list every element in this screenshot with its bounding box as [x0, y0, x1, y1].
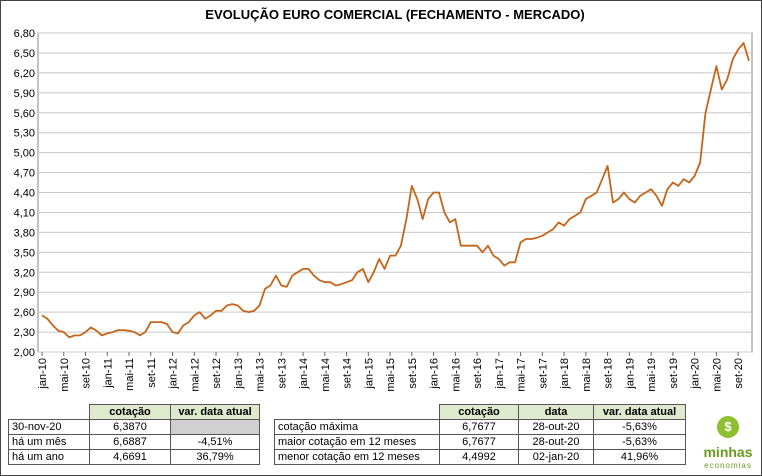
y-tick-label: 4,70	[14, 168, 35, 180]
y-tick-label: 2,60	[14, 307, 35, 319]
logo-tagline: economias	[704, 461, 752, 470]
table-cell: maior cotação em 12 meses	[274, 434, 440, 450]
empty-cell	[170, 419, 260, 435]
table-cell: -4,51%	[170, 434, 260, 450]
x-tick-label: mai-18	[581, 358, 593, 392]
y-tick-label: 6,50	[14, 48, 35, 60]
header-cell: cotação	[89, 404, 171, 420]
x-tick-label: jan-16	[429, 358, 441, 390]
table-cell: 6,3870	[89, 419, 171, 435]
table-row: há um ano 4,6691 36,79%	[8, 449, 260, 465]
x-tick-label: set-19	[668, 358, 680, 389]
x-tick-label: set-18	[603, 358, 615, 389]
x-tick-label: set-12	[211, 358, 223, 389]
x-tick-label: set-15	[407, 358, 419, 389]
header-cell: data	[518, 404, 594, 420]
x-tick-label: mai-10	[59, 358, 71, 392]
x-tick-label: set-13	[276, 358, 288, 389]
y-tick-label: 4,40	[14, 188, 35, 200]
x-tick-label: jan-17	[494, 358, 506, 390]
y-tick-label: 5,90	[14, 88, 35, 100]
x-tick-label: jan-18	[559, 358, 571, 390]
y-tick-label: 3,80	[14, 227, 35, 239]
x-tick-label: jan-15	[363, 358, 375, 390]
table-cell: -5,63%	[593, 434, 686, 450]
table-cell: 4,6691	[89, 449, 171, 465]
x-tick-label: mai-11	[124, 358, 136, 391]
y-tick-label: 6,80	[14, 28, 35, 40]
x-tick-label: jan-12	[168, 358, 180, 390]
x-tick-label: mai-16	[450, 358, 462, 392]
table-cell: há um mês	[8, 434, 90, 450]
header-row: cotação data var. data atual	[274, 404, 686, 420]
header-cell: var. data atual	[170, 404, 260, 420]
y-tick-label: 2,00	[14, 347, 35, 359]
y-tick-label: 5,00	[14, 148, 35, 160]
table-cell: 36,79%	[170, 449, 260, 465]
table-cell: 02-jan-20	[518, 449, 594, 465]
y-tick-label: 2,90	[14, 287, 35, 299]
table-cell: 30-nov-20	[8, 419, 90, 435]
table-cell: -5,63%	[593, 419, 686, 435]
table-cell: 28-out-20	[518, 434, 594, 450]
x-tick-label: jan-11	[102, 358, 114, 389]
y-tick-label: 4,10	[14, 207, 35, 219]
data-table: cotação var. data atual 30-nov-20 6,3870 há …	[8, 404, 260, 465]
x-tick-label: set-20	[733, 358, 745, 389]
y-tick-label: 5,60	[14, 108, 35, 120]
header-cell: cotação	[439, 404, 519, 420]
table-cell: 4,4992	[439, 449, 519, 465]
table-cell: 41,96%	[593, 449, 686, 465]
x-tick-label: mai-13	[255, 358, 267, 392]
logo-symbol: $	[724, 419, 732, 434]
table-cell: 6,7677	[439, 434, 519, 450]
header-cell: var. data atual	[593, 404, 686, 420]
empty-cell	[274, 404, 440, 420]
empty-cell	[8, 404, 90, 420]
x-tick-label: mai-15	[385, 358, 397, 392]
x-tick-label: set-14	[342, 358, 354, 389]
y-tick-label: 3,20	[14, 267, 35, 279]
table-cell: há um ano	[8, 449, 90, 465]
x-tick-label: jan-19	[624, 358, 636, 390]
y-tick-label: 5,30	[14, 128, 35, 140]
header-row: cotação var. data atual	[8, 404, 260, 420]
chart-title: EVOLUÇÃO EURO COMERCIAL (FECHAMENTO - ME…	[205, 7, 584, 22]
y-tick-label: 2,30	[14, 327, 35, 339]
x-tick-label: jan-20	[690, 358, 702, 390]
x-tick-label: set-17	[537, 358, 549, 389]
x-tick-label: jan-10	[37, 358, 49, 390]
x-tick-label: mai-17	[516, 358, 528, 392]
x-tick-label: jan-14	[298, 358, 310, 390]
table-cell: 6,7677	[439, 419, 519, 435]
table-cell: 6,6887	[89, 434, 171, 450]
table-row: há um mês 6,6887 -4,51%	[8, 434, 260, 450]
x-tick-label: set-10	[81, 358, 93, 389]
logo-name: minhas	[703, 444, 752, 460]
table-row: 30-nov-20 6,3870	[8, 419, 260, 435]
y-tick-label: 3,50	[14, 247, 35, 259]
x-tick-label: mai-12	[189, 358, 201, 392]
table-row: menor cotação em 12 meses 4,4992 02-jan-20…	[274, 449, 686, 465]
table-cell: 28-out-20	[518, 419, 594, 435]
table-cell: cotação máxima	[274, 419, 440, 435]
x-tick-label: jan-13	[233, 358, 245, 390]
x-tick-label: mai-20	[711, 358, 723, 392]
logo-icon	[717, 416, 739, 438]
y-tick-label: 6,20	[14, 68, 35, 80]
table-cell: menor cotação em 12 meses	[274, 449, 440, 465]
x-tick-label: set-11	[146, 358, 158, 388]
table-row: cotação máxima 6,7677 28-out-20 -5,63%	[274, 419, 686, 435]
x-tick-label: mai-14	[320, 358, 332, 392]
table-row: maior cotação em 12 meses 6,7677 28-out-20…	[274, 434, 686, 450]
line-series	[41, 42, 750, 339]
logo: $ minhas economias	[703, 416, 753, 470]
data-table: cotação data var. data atual cotação máxima…	[274, 404, 686, 465]
x-tick-label: set-16	[472, 358, 484, 389]
x-tick-label: mai-19	[646, 358, 658, 392]
